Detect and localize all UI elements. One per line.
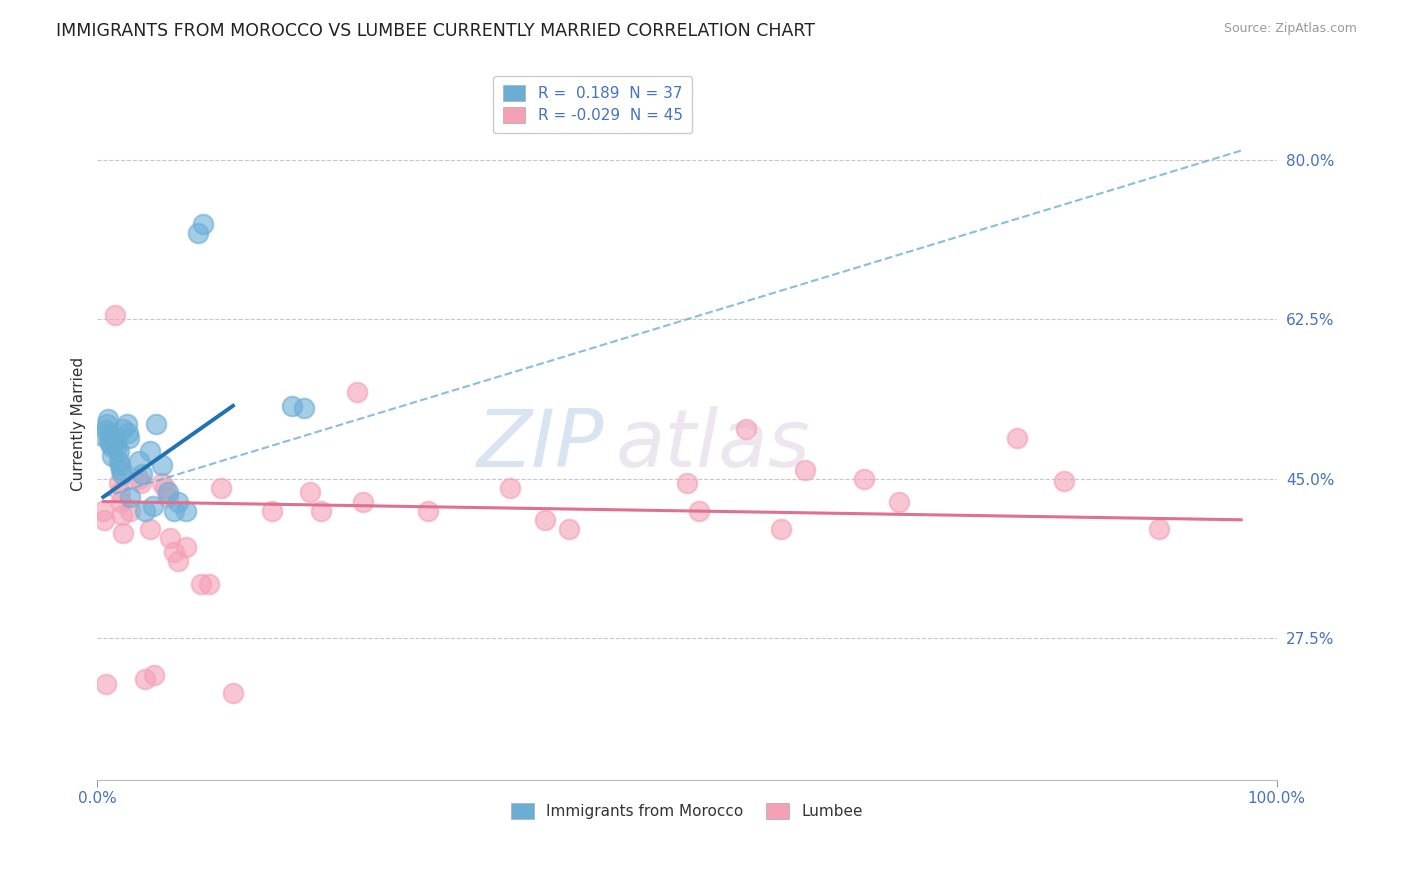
Point bbox=[222, 686, 245, 700]
Point bbox=[558, 522, 581, 536]
Point bbox=[346, 385, 368, 400]
Point bbox=[131, 467, 153, 482]
Point bbox=[104, 308, 127, 322]
Point bbox=[190, 576, 212, 591]
Point bbox=[128, 453, 150, 467]
Point bbox=[96, 417, 118, 431]
Point bbox=[150, 476, 173, 491]
Point bbox=[292, 401, 315, 415]
Point bbox=[142, 667, 165, 681]
Point bbox=[112, 422, 135, 436]
Point bbox=[193, 217, 215, 231]
Text: IMMIGRANTS FROM MOROCCO VS LUMBEE CURRENTLY MARRIED CORRELATION CHART: IMMIGRANTS FROM MOROCCO VS LUMBEE CURREN… bbox=[56, 22, 815, 40]
Point bbox=[110, 463, 132, 477]
Point bbox=[97, 411, 120, 425]
Point bbox=[198, 576, 221, 591]
Text: atlas: atlas bbox=[616, 407, 811, 484]
Point bbox=[499, 481, 522, 495]
Point bbox=[735, 422, 758, 436]
Point bbox=[163, 503, 186, 517]
Point bbox=[110, 494, 132, 508]
Point bbox=[115, 417, 138, 431]
Point bbox=[100, 449, 122, 463]
Point bbox=[105, 440, 128, 454]
Point bbox=[311, 503, 333, 517]
Point bbox=[108, 485, 131, 500]
Point bbox=[120, 490, 142, 504]
Text: ZIP: ZIP bbox=[477, 407, 605, 484]
Point bbox=[150, 458, 173, 472]
Point bbox=[793, 463, 815, 477]
Point bbox=[112, 526, 135, 541]
Point bbox=[281, 399, 304, 413]
Point bbox=[107, 444, 129, 458]
Point bbox=[117, 426, 139, 441]
Point bbox=[129, 476, 152, 491]
Point bbox=[187, 226, 209, 240]
Point bbox=[852, 472, 875, 486]
Point bbox=[134, 503, 156, 517]
Point bbox=[98, 426, 121, 441]
Point bbox=[534, 513, 557, 527]
Point bbox=[298, 485, 321, 500]
Point bbox=[889, 494, 911, 508]
Point bbox=[1147, 522, 1170, 536]
Point bbox=[118, 431, 141, 445]
Point bbox=[153, 481, 176, 495]
Point bbox=[128, 472, 150, 486]
Text: Source: ZipAtlas.com: Source: ZipAtlas.com bbox=[1223, 22, 1357, 36]
Point bbox=[260, 503, 283, 517]
Point bbox=[108, 458, 131, 472]
Point bbox=[416, 503, 439, 517]
Point bbox=[157, 490, 180, 504]
Point bbox=[134, 673, 156, 687]
Point bbox=[111, 508, 134, 523]
Point bbox=[142, 499, 165, 513]
Point bbox=[104, 431, 127, 445]
Point bbox=[139, 522, 162, 536]
Point bbox=[107, 476, 129, 491]
Point bbox=[1005, 431, 1028, 445]
Point bbox=[145, 417, 167, 431]
Point bbox=[166, 494, 188, 508]
Point bbox=[159, 531, 181, 545]
Point bbox=[94, 424, 117, 438]
Point bbox=[163, 544, 186, 558]
Point bbox=[91, 503, 114, 517]
Point bbox=[100, 440, 122, 454]
Point bbox=[105, 435, 128, 450]
Point bbox=[120, 503, 142, 517]
Point bbox=[98, 434, 121, 448]
Point bbox=[676, 476, 699, 491]
Point bbox=[94, 677, 117, 691]
Point bbox=[139, 444, 162, 458]
Point bbox=[93, 513, 115, 527]
Point bbox=[174, 540, 197, 554]
Point bbox=[352, 494, 374, 508]
Point bbox=[174, 503, 197, 517]
Point bbox=[688, 503, 710, 517]
Point bbox=[107, 453, 129, 467]
Point bbox=[166, 554, 188, 568]
Point bbox=[91, 429, 114, 443]
Point bbox=[209, 481, 232, 495]
Y-axis label: Currently Married: Currently Married bbox=[72, 357, 86, 491]
Point bbox=[111, 467, 134, 482]
Point bbox=[1053, 474, 1076, 488]
Point bbox=[770, 522, 793, 536]
Point bbox=[157, 485, 180, 500]
Legend: Immigrants from Morocco, Lumbee: Immigrants from Morocco, Lumbee bbox=[505, 797, 869, 825]
Point bbox=[98, 437, 121, 451]
